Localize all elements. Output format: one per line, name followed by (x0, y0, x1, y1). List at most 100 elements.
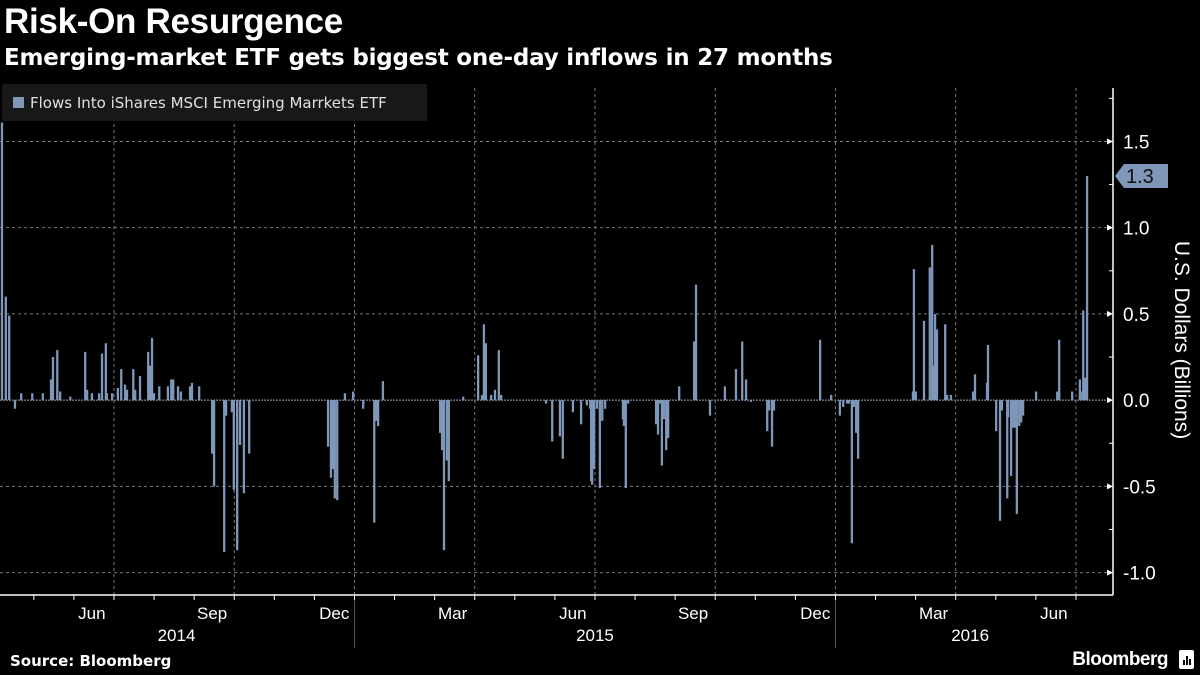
bar (150, 338, 154, 401)
x-tick-label: Jun (78, 604, 105, 623)
bar (998, 400, 1002, 521)
bar (1058, 339, 1061, 401)
bar (439, 400, 442, 433)
bar (134, 389, 137, 401)
x-year-label: 2016 (951, 626, 989, 645)
bar (561, 400, 564, 459)
bar (1011, 400, 1015, 428)
bar (166, 386, 170, 401)
bar (1071, 391, 1074, 401)
bar (1000, 400, 1004, 411)
bar (104, 343, 108, 401)
bar (944, 324, 947, 401)
bar (211, 400, 214, 454)
x-tick-label: Mar (919, 604, 949, 623)
bar (489, 394, 493, 401)
bar (31, 393, 34, 401)
bar (1034, 391, 1038, 401)
bar (1056, 391, 1059, 401)
bar (476, 355, 480, 401)
bar (51, 357, 55, 401)
bar (845, 400, 849, 404)
bar (592, 400, 596, 470)
bar (84, 351, 87, 401)
bar (248, 400, 251, 454)
bar (595, 400, 599, 409)
bar (544, 400, 548, 404)
bar (41, 393, 45, 401)
bar (223, 400, 226, 552)
y-tick-mark (1107, 138, 1113, 145)
bar (13, 400, 17, 409)
bar (666, 400, 670, 439)
bar (158, 386, 161, 401)
bar (624, 400, 627, 489)
y-tick-mark (1107, 310, 1113, 317)
bar (56, 350, 59, 401)
bar (914, 391, 917, 401)
bar (931, 244, 934, 401)
x-tick-label: Jun (559, 604, 586, 623)
bar (69, 396, 72, 401)
bar (224, 400, 228, 416)
bar (373, 400, 376, 523)
bar (493, 389, 497, 401)
bar (838, 400, 842, 416)
bar (585, 400, 589, 406)
bar (622, 400, 626, 426)
bar (138, 375, 142, 401)
bar (242, 400, 246, 494)
bar (932, 365, 935, 401)
x-year-label: 2014 (158, 626, 196, 645)
gridlines (0, 88, 1113, 595)
x-tick-label: Mar (438, 604, 468, 623)
last-value-tag: 1.3 (1115, 163, 1168, 188)
bar (598, 400, 601, 489)
bar (660, 400, 664, 466)
bar (973, 374, 977, 401)
bar (830, 394, 833, 401)
bar (1018, 400, 1021, 426)
bar (766, 400, 769, 432)
bar (928, 267, 931, 401)
bar (571, 400, 575, 413)
legend-swatch (13, 97, 24, 108)
bar (949, 394, 953, 401)
bar (741, 341, 744, 401)
bar (497, 350, 500, 401)
y-tick-mark (1107, 483, 1113, 490)
bar (336, 400, 339, 501)
bar (190, 382, 194, 401)
bar (116, 388, 120, 401)
y-tick-label: 1.5 (1123, 132, 1149, 153)
bar (850, 400, 854, 544)
bar (656, 400, 660, 435)
bar (945, 394, 949, 401)
bar (198, 386, 201, 401)
bar (694, 284, 698, 401)
bar (20, 393, 23, 401)
x-tick-label: Sep (197, 604, 227, 623)
bar (500, 394, 503, 401)
bar (558, 400, 562, 437)
y-tick-mark (1107, 397, 1113, 404)
bar (590, 400, 594, 485)
chart-subtitle: Emerging-market ETF gets biggest one-day… (4, 45, 833, 71)
bar (123, 384, 127, 401)
bloomberg-chart-icon (1179, 650, 1194, 669)
bar (654, 400, 658, 425)
y-tick-label: -0.5 (1123, 477, 1156, 498)
bar (662, 400, 665, 420)
bar (912, 269, 916, 401)
bar (343, 393, 347, 401)
source-note: Source: Bloomberg (10, 652, 172, 670)
bar (627, 400, 630, 404)
bar (170, 379, 173, 401)
bar (723, 386, 727, 401)
bar (85, 389, 89, 401)
bar (152, 393, 156, 401)
bar (971, 391, 975, 401)
bar (132, 369, 135, 401)
bar (381, 381, 385, 401)
bar (842, 400, 845, 408)
